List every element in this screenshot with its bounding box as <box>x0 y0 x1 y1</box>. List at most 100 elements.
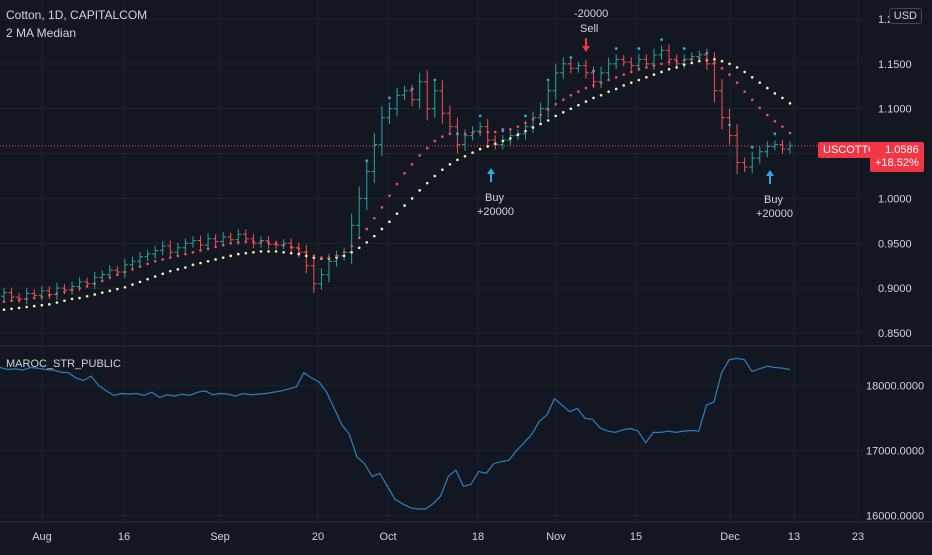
ma-slow-point <box>471 151 474 154</box>
ma-fast-point <box>735 81 739 84</box>
ma-fast-point <box>629 70 633 74</box>
ma-fast-point <box>554 102 558 106</box>
ma-fast-point <box>350 244 353 248</box>
signal-dot <box>750 145 754 149</box>
ma-slow-point <box>289 251 293 255</box>
ma-slow-point <box>539 122 542 126</box>
ma-fast-point <box>55 292 59 295</box>
ma-slow-point <box>395 212 399 215</box>
ma-slow-point <box>380 227 384 231</box>
ma-fast-point <box>168 256 172 259</box>
ma-fast-point <box>191 250 195 254</box>
y-tick-label: 1.1500 <box>878 59 912 71</box>
ma-slow-point <box>758 81 762 84</box>
ma-fast-point <box>93 282 96 285</box>
x-tick-label: 20 <box>312 531 324 543</box>
ma-slow-point <box>607 90 610 93</box>
ma-slow-point <box>788 102 792 105</box>
ma-fast-point <box>10 299 13 303</box>
oscillator-title: MAROC_STR_PUBLIC <box>6 358 121 370</box>
ma-fast-point <box>78 286 81 290</box>
ma-fast-point <box>161 258 165 261</box>
ma-fast-point <box>682 58 686 62</box>
ma-fast-point <box>373 216 376 220</box>
ma-slow-point <box>456 158 459 162</box>
currency-badge[interactable]: USD <box>888 8 922 24</box>
ma-fast-point <box>773 119 777 123</box>
ma-slow-point <box>766 86 769 90</box>
x-tick-label: 16 <box>118 531 130 543</box>
ma-fast-point <box>463 132 467 136</box>
ma-slow-point <box>365 241 369 244</box>
ma-fast-point <box>599 81 603 84</box>
sell-arrow-icon <box>582 38 590 52</box>
ma-fast-point <box>17 298 21 302</box>
ma-slow-point <box>637 78 641 82</box>
y-tick-label: 0.9500 <box>878 238 912 250</box>
ma-fast-point <box>781 125 784 128</box>
buy-signal-qty-1: +20000 <box>477 206 515 218</box>
price-change-tag: 1.0586 +18.52% <box>870 142 924 172</box>
ma-fast-point <box>342 250 346 254</box>
ma-slow-point <box>781 96 784 100</box>
x-tick-label: Dec <box>720 531 740 543</box>
ma-fast-point <box>320 256 323 259</box>
ma-slow-point <box>463 154 467 158</box>
ma-fast-point <box>622 73 626 76</box>
ma-fast-point <box>720 67 724 70</box>
ma-slow-point <box>70 297 74 301</box>
ma-fast-point <box>131 268 134 271</box>
ma-fast-point <box>221 243 225 247</box>
ma-slow-point <box>743 70 746 74</box>
signal-dot <box>592 69 595 73</box>
ma-slow-point <box>153 275 157 278</box>
ma-fast-point <box>478 130 482 134</box>
ma-fast-point <box>236 241 240 244</box>
ma-fast-point <box>85 285 89 288</box>
signal-dot <box>705 51 709 55</box>
buy-signal-label-2: Buy <box>764 194 783 206</box>
ma-slow-point <box>168 269 172 273</box>
ma-slow-point <box>206 259 210 263</box>
symbol-title: Cotton, 1D, CAPITALCOM <box>6 8 148 22</box>
ma-slow-point <box>184 266 187 269</box>
ma-slow-point <box>100 291 104 294</box>
x-tick-label: Aug <box>32 531 52 543</box>
ma-fast-point <box>516 125 520 128</box>
ma-fast-point <box>206 247 210 250</box>
ma-slow-point <box>584 100 588 103</box>
ma-slow-point <box>229 254 233 258</box>
ma-fast-point <box>199 249 202 252</box>
ma-fast-point <box>546 108 550 111</box>
ma-fast-point <box>32 296 36 300</box>
ma-fast-point <box>592 84 595 87</box>
ma-fast-point <box>305 250 308 254</box>
ma-slow-point <box>252 250 255 254</box>
ma-fast-point <box>637 67 641 71</box>
x-tick-label: Sep <box>210 531 230 543</box>
ma-fast-point <box>138 265 142 268</box>
ma-slow-point <box>305 254 308 258</box>
ma-fast-point <box>645 66 648 69</box>
ma-fast-point <box>433 139 437 143</box>
ma-slow-point <box>713 58 716 61</box>
ma-slow-point <box>554 114 558 118</box>
ma-slow-point <box>569 107 573 111</box>
ma-fast-point <box>274 241 278 245</box>
signal-dot <box>478 114 482 118</box>
sell-signal-qty: -20000 <box>574 8 609 20</box>
ma-fast-point <box>698 57 701 60</box>
ma-fast-point <box>418 154 421 157</box>
ma-slow-point <box>516 133 520 137</box>
ma-slow-point <box>561 110 565 114</box>
ma-slow-point <box>660 70 663 74</box>
y-tick-label: 1.1000 <box>878 104 912 116</box>
ma-slow-point <box>199 261 202 265</box>
y-tick-label: 0.9000 <box>878 283 912 295</box>
ma-slow-point <box>17 306 21 310</box>
ma-fast-point <box>252 240 255 243</box>
ma-fast-point <box>153 259 157 263</box>
ma-fast-point <box>577 90 580 93</box>
